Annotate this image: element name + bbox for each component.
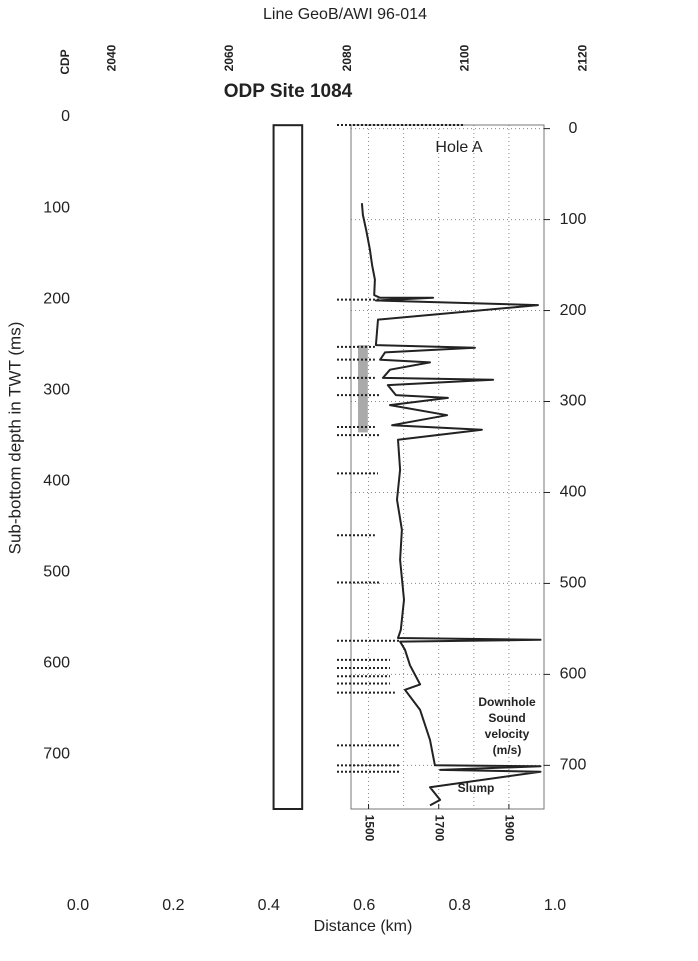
x-axis-label: Distance (km) [314,918,413,935]
panel-frame [350,124,545,810]
slump-label: Slump [458,781,495,795]
y2-tick-label: 400 [560,484,587,501]
shaded-interval [358,345,368,433]
top-tick-label: 2040 [104,44,118,71]
y-tick-label: 500 [43,563,70,580]
top-tick-label: 2120 [575,44,589,71]
x-tick-label: 1.0 [544,897,566,914]
velocity-label: (m/s) [493,743,522,757]
x-tick-label: 0.0 [67,897,89,914]
x-tick-label: 0.2 [162,897,184,914]
top-tick-label: 2100 [458,44,472,71]
series-label: Hole A [435,139,482,156]
chart-subtitle: ODP Site 1084 [224,81,353,102]
hole [272,124,304,810]
y-tick-label: 600 [43,655,70,672]
y-tick-label: 0 [61,108,70,125]
y-tick-label: 400 [43,472,70,489]
x-tick-label: 0.8 [448,897,470,914]
velocity-label: Sound [488,711,525,725]
y2-tick-label: 300 [560,393,587,410]
y-tick-label: 700 [43,746,70,763]
top-axis-label: CDP [58,49,72,74]
velocity-log [360,203,542,807]
velocity-label: Downhole [478,695,536,709]
y2-tick-label: 700 [560,757,587,774]
y-tick-label: 100 [43,199,70,216]
y2-tick-label: 0 [569,120,578,137]
top-tick-label: 2060 [222,44,236,71]
velocity-tick-label: 1900 [503,815,517,842]
y2-tick-label: 100 [560,211,587,228]
y-tick-label: 200 [43,290,70,307]
y2-tick-label: 500 [560,575,587,592]
x-tick-label: 0.6 [353,897,375,914]
velocity-tick-label: 1500 [362,815,376,842]
chart-title: Line GeoB/AWI 96-014 [263,6,427,23]
top-tick-label: 2080 [340,44,354,71]
velocity-tick-label: 1700 [433,815,447,842]
y-tick-label: 300 [43,381,70,398]
y2-tick-label: 200 [560,302,587,319]
y2-tick-label: 600 [560,666,587,683]
y-axis-label: Sub-bottom depth in TWT (ms) [5,322,24,555]
velocity-label: velocity [485,727,530,741]
x-tick-label: 0.4 [258,897,280,914]
